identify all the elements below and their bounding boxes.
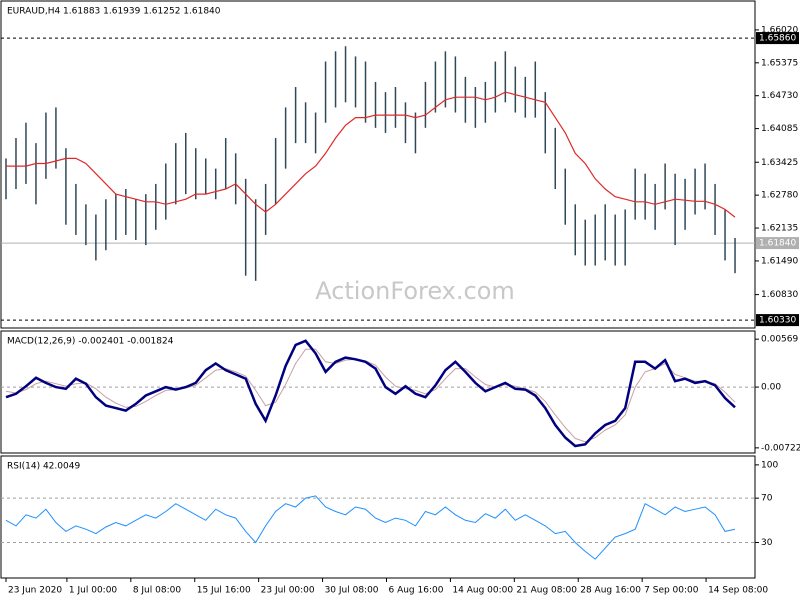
level-label: 1.60330 [759,316,796,326]
level-label: 1.65860 [759,34,796,44]
level-label-box [756,314,799,327]
y-tick-label: 1.64085 [761,124,798,134]
indicator-line [6,91,736,218]
x-tick-label: 23 Jul 00:00 [261,586,315,596]
y-tick-label: 100 [761,460,778,470]
panel-title: RSI(14) 42.0049 [7,462,80,472]
x-tick-label: 6 Aug 16:00 [388,586,443,596]
x-tick-label: 7 Sep 00:00 [644,586,699,596]
level-label-box [756,32,799,45]
indicator-line [5,339,736,448]
indicator-line [5,348,736,443]
watermark: ActionForex.com [315,277,515,305]
y-tick-label: 1.60830 [761,290,798,300]
indicator-line [5,495,736,560]
x-tick-label: 23 Jun 2020 [8,586,62,596]
y-tick-label: 1.65375 [761,58,798,68]
y-tick-label: 1.64730 [761,91,798,101]
level-label: 1.61840 [759,239,796,249]
x-tick-label: 14 Sep 08:00 [708,586,768,596]
x-tick-label: 28 Aug 16:00 [580,586,641,596]
y-tick-label: 30 [761,538,773,548]
y-tick-label: 1.62780 [761,191,798,201]
panel-frame [0,330,756,454]
x-tick-label: 14 Aug 00:00 [452,586,513,596]
y-tick-label: 1.63425 [761,158,798,168]
y-tick-label: 1.61490 [761,256,798,266]
panel-frame [0,455,756,579]
y-tick-label: 1.62135 [761,224,798,234]
x-tick-label: 30 Jul 08:00 [325,586,379,596]
x-tick-label: 1 Jul 00:00 [69,586,118,596]
y-tick-label: 0.00 [761,383,781,393]
x-tick-label: 15 Jul 16:00 [197,586,251,596]
x-tick-label: 21 Aug 08:00 [516,586,577,596]
panel-frame [0,0,756,329]
panel-title: MACD(12,26,9) -0.002401 -0.001824 [7,337,174,347]
panel-title: EURAUD,H4 1.61883 1.61939 1.61252 1.6184… [7,7,221,17]
level-label-box [756,237,799,250]
y-tick-label: -0.00722 [761,443,800,453]
y-tick-label: 70 [761,494,773,504]
x-tick-label: 8 Jul 08:00 [133,586,182,596]
y-tick-label: 0.00569 [761,335,798,345]
y-tick-label: 1.66020 [761,25,798,35]
